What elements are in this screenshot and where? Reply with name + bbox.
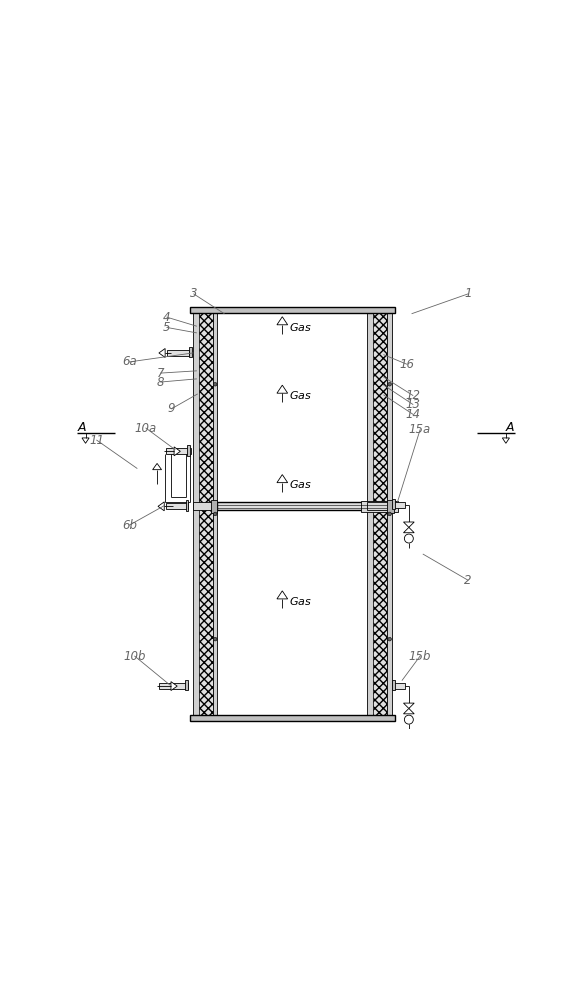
Circle shape	[388, 382, 391, 386]
Bar	[188, 445, 190, 456]
Polygon shape	[403, 522, 414, 527]
Polygon shape	[174, 447, 181, 456]
Circle shape	[213, 512, 217, 516]
Text: 6b: 6b	[122, 519, 137, 532]
Bar	[373, 313, 387, 715]
Bar	[361, 501, 398, 512]
Polygon shape	[171, 682, 177, 691]
Text: 3: 3	[190, 287, 197, 300]
Text: 2: 2	[464, 574, 471, 587]
Polygon shape	[403, 703, 414, 708]
Circle shape	[388, 637, 391, 641]
Polygon shape	[503, 438, 509, 443]
Text: 10b: 10b	[123, 650, 146, 663]
Bar	[185, 680, 188, 690]
Bar	[166, 503, 188, 509]
Text: $\mathit{Gas}$: $\mathit{Gas}$	[289, 321, 312, 333]
Text: A: A	[78, 421, 86, 434]
Text: 9: 9	[168, 402, 175, 415]
Text: 8: 8	[157, 376, 164, 389]
Polygon shape	[277, 317, 288, 325]
Polygon shape	[82, 438, 89, 443]
Circle shape	[213, 637, 217, 641]
Bar	[368, 502, 392, 510]
Bar	[368, 313, 373, 715]
Bar	[190, 307, 395, 313]
Bar	[189, 347, 192, 357]
Text: 5: 5	[163, 321, 171, 334]
Bar	[392, 680, 395, 690]
Polygon shape	[158, 502, 164, 511]
Text: 11: 11	[89, 434, 104, 447]
Text: 15b: 15b	[409, 650, 431, 663]
Text: 7: 7	[157, 367, 164, 380]
Bar	[190, 715, 395, 721]
Text: 4: 4	[163, 311, 171, 324]
Polygon shape	[403, 708, 414, 714]
Bar	[193, 502, 218, 510]
Text: 1: 1	[464, 287, 471, 300]
Bar	[213, 313, 218, 715]
Text: 14: 14	[406, 408, 421, 421]
Bar	[193, 313, 198, 715]
Polygon shape	[277, 591, 288, 599]
Text: 16: 16	[399, 358, 414, 371]
Bar	[387, 500, 394, 513]
Circle shape	[213, 382, 217, 386]
Polygon shape	[277, 385, 288, 393]
Bar	[387, 313, 392, 715]
Bar	[186, 500, 188, 511]
Text: A: A	[505, 421, 514, 434]
Text: 12: 12	[406, 389, 421, 402]
Text: $\mathit{Gas}$: $\mathit{Gas}$	[289, 595, 312, 607]
Text: 13: 13	[406, 398, 421, 411]
Bar	[218, 502, 387, 510]
Circle shape	[388, 512, 391, 516]
Polygon shape	[159, 348, 165, 357]
Bar	[211, 500, 218, 513]
Bar	[166, 448, 190, 454]
Bar	[392, 502, 405, 508]
Text: $\mathit{Gas}$: $\mathit{Gas}$	[289, 478, 312, 490]
Polygon shape	[403, 527, 414, 533]
Text: $\mathit{Gas}$: $\mathit{Gas}$	[289, 389, 312, 401]
Bar	[167, 350, 189, 356]
Bar	[392, 499, 395, 509]
Polygon shape	[152, 463, 162, 470]
Text: 6a: 6a	[122, 355, 137, 368]
Bar	[392, 683, 405, 689]
Text: 15a: 15a	[409, 423, 431, 436]
Bar	[198, 313, 213, 715]
Bar	[159, 683, 188, 689]
Polygon shape	[277, 475, 288, 483]
Text: 10a: 10a	[135, 422, 157, 435]
